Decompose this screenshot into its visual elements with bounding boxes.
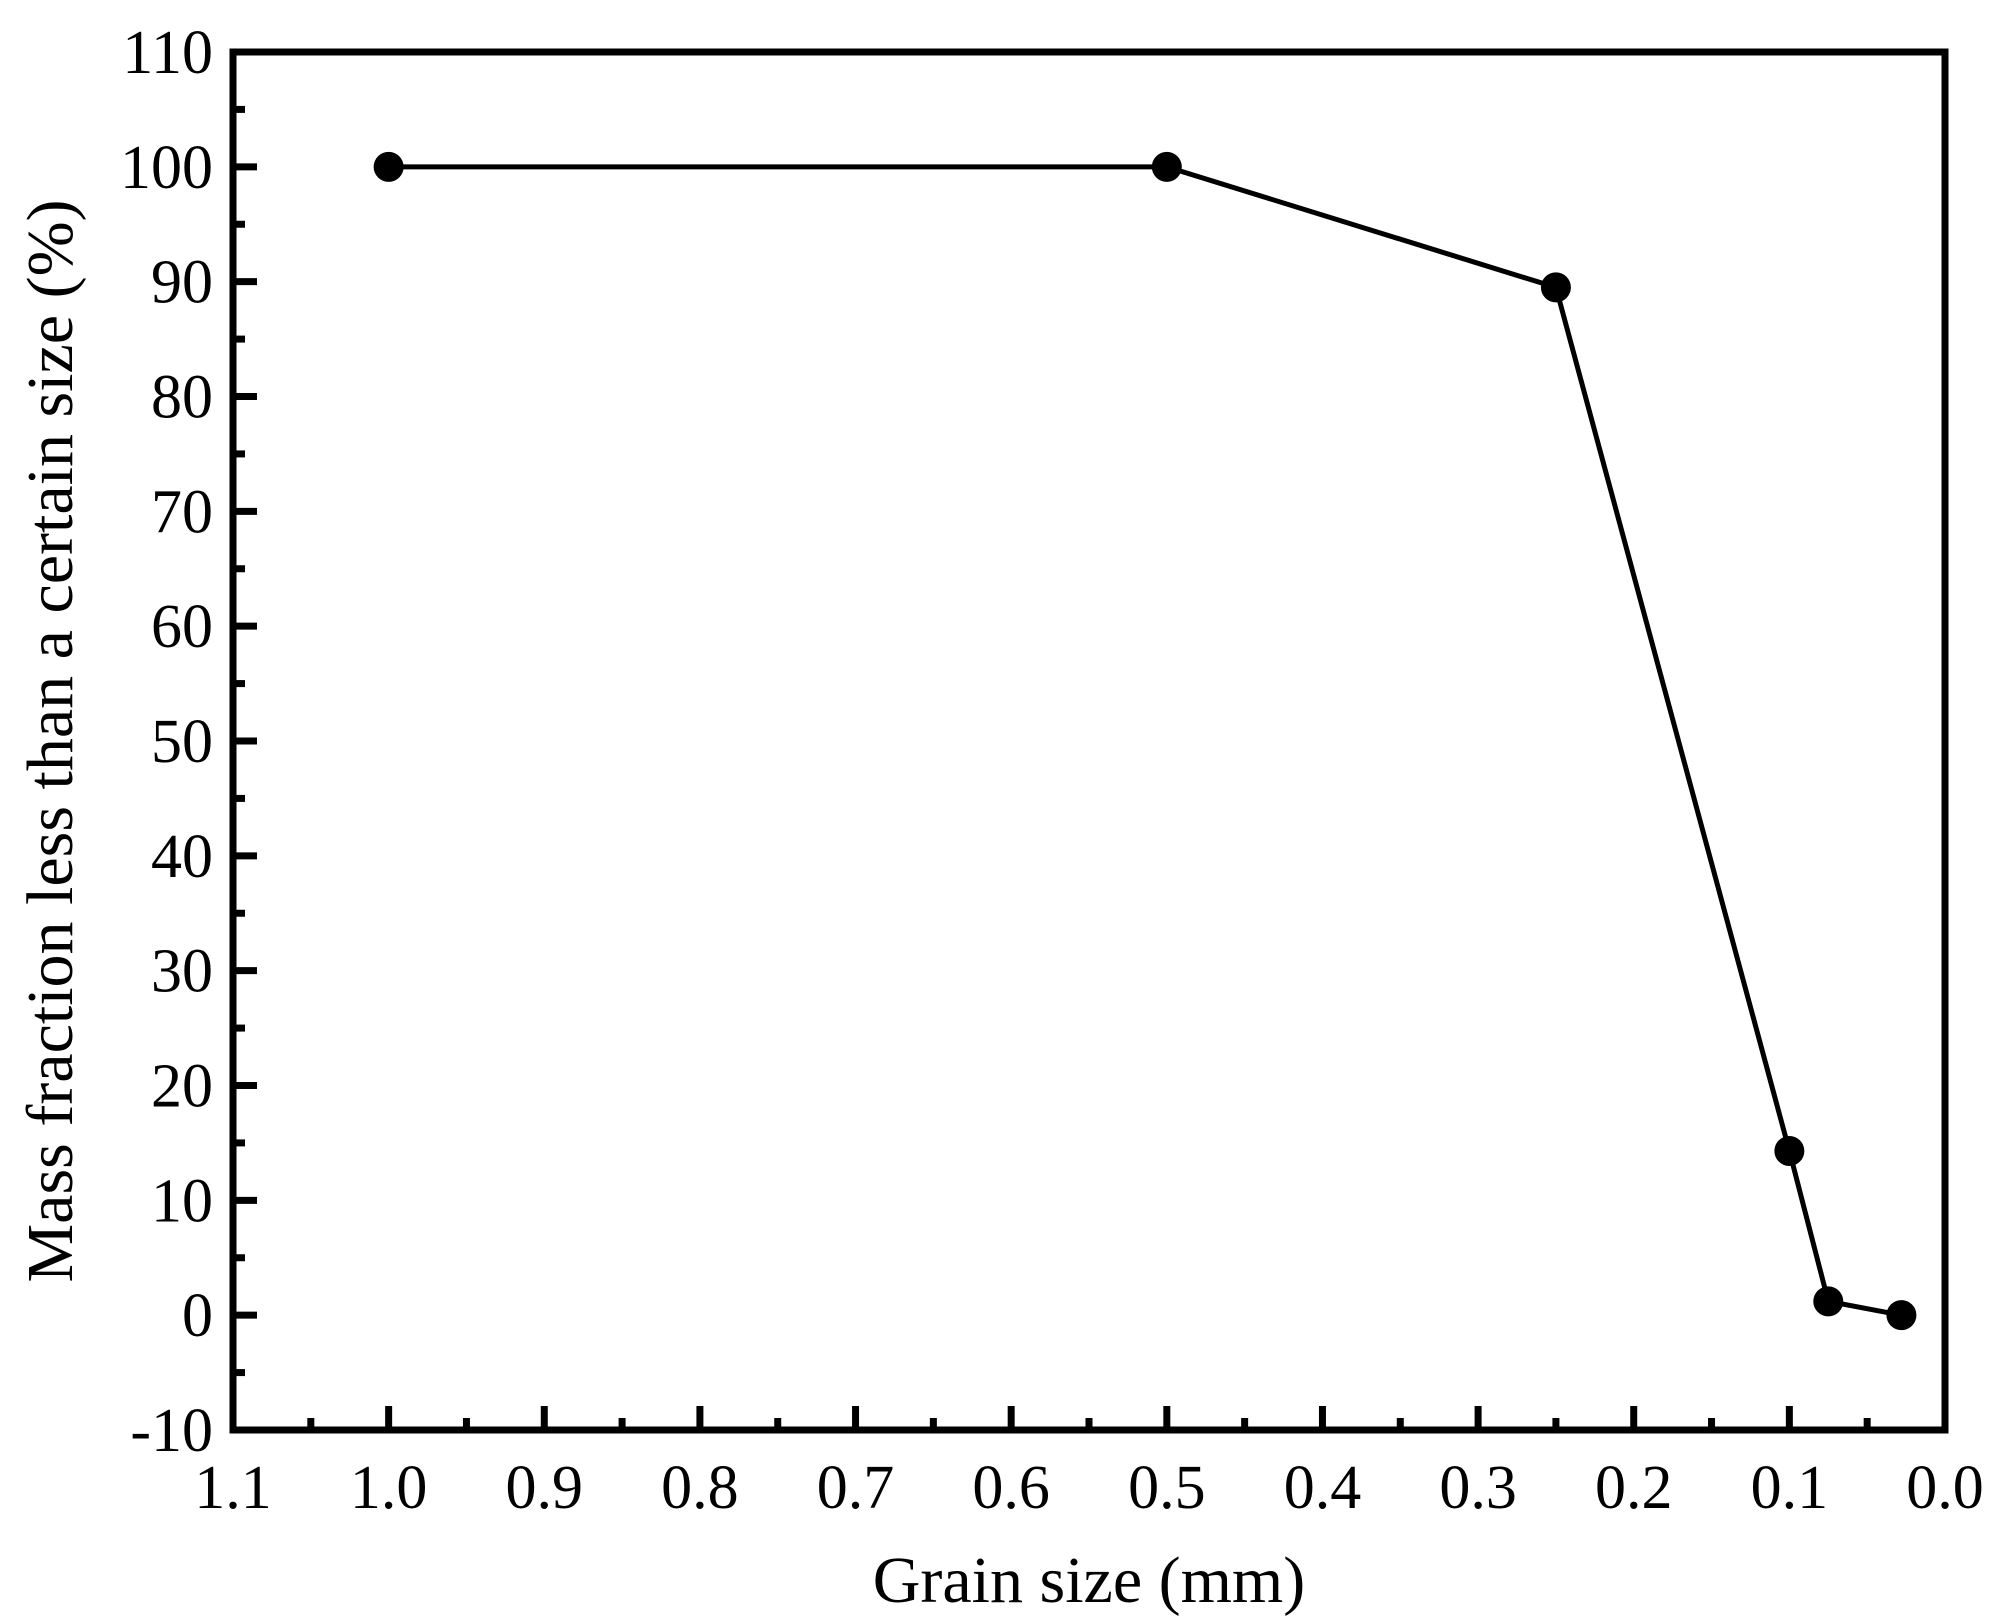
x-tick-label: 0.8: [661, 1454, 739, 1522]
x-axis-label: Grain size (mm): [873, 1544, 1306, 1617]
x-tick-label: 0.7: [817, 1454, 895, 1522]
x-tick-labels: 1.1 1.0 0.9 0.8 0.7 0.6 0.5 0.4 0.3 0.2 0.1 0.0: [194, 1454, 1984, 1522]
y-tick-label: 20: [151, 1053, 213, 1121]
y-tick-label: 100: [120, 134, 213, 202]
minor-ticks: [233, 105, 1871, 1430]
data-point: [1540, 272, 1571, 303]
x-tick-label: 0.0: [1906, 1454, 1984, 1522]
y-tick-labels: -10 0 10 20 30 40 50 60 70 80 90 100 110: [120, 19, 213, 1465]
plot-frame: [229, 48, 1949, 1434]
x-tick-label: 0.1: [1751, 1454, 1829, 1522]
y-tick-label: 90: [151, 249, 213, 317]
y-tick-label: 80: [151, 364, 213, 432]
y-tick-label: 40: [151, 823, 213, 891]
data-point: [1886, 1300, 1917, 1331]
x-tick-label: 1.0: [350, 1454, 428, 1522]
series-layer: [373, 151, 1917, 1331]
x-tick-label: 0.5: [1128, 1454, 1206, 1522]
x-tick-label: 0.2: [1595, 1454, 1673, 1522]
x-tick-label: 0.4: [1284, 1454, 1362, 1522]
data-point: [1813, 1286, 1844, 1317]
y-tick-label: 50: [151, 708, 213, 776]
y-tick-label: 30: [151, 938, 213, 1006]
x-tick-label: 0.3: [1439, 1454, 1517, 1522]
y-tick-label: 60: [151, 593, 213, 661]
x-tick-label: 0.6: [972, 1454, 1050, 1522]
y-tick-label: 110: [122, 19, 213, 87]
data-point: [373, 151, 404, 182]
y-axis-label: Mass fraction less than a certain size (…: [14, 199, 87, 1282]
y-tick-label: 10: [151, 1167, 213, 1235]
y-tick-label: 70: [151, 478, 213, 546]
y-tick-label: -10: [130, 1397, 213, 1465]
x-tick-label: 1.1: [194, 1454, 272, 1522]
major-ticks: [229, 48, 1949, 1434]
data-point: [1774, 1135, 1805, 1166]
data-point: [1151, 151, 1182, 182]
y-tick-label: 0: [182, 1282, 213, 1350]
x-tick-label: 0.9: [506, 1454, 584, 1522]
series-line: [388, 164, 1902, 1318]
